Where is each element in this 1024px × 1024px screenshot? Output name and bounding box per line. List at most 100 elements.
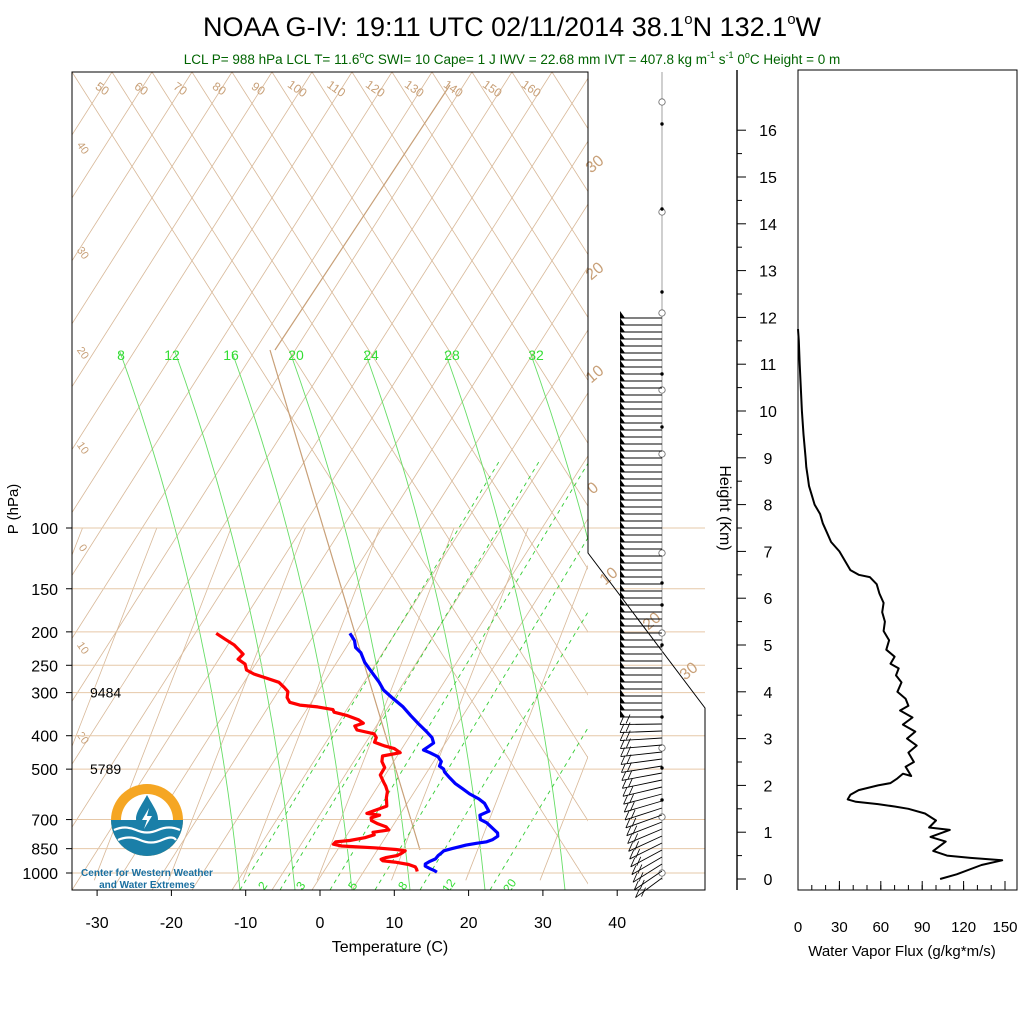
wind-barb-pennant [620,591,625,598]
dry-adiabat-label: 120 [363,77,388,100]
isotherm-label: 40 [74,140,91,157]
wind-barb-shaft [627,828,663,844]
skewt-background-lines: 50 60 70 80 90 100 110 120 130 140 150 160403020100… [72,72,1024,893]
isotherm-line [168,527,306,881]
wind-barb-pennant [620,444,625,451]
calm-wind-circle [658,450,666,458]
dry-adiabat-line [271,392,588,890]
wind-barb-feather [620,755,626,765]
logo-bolt-icon [142,808,152,829]
wind-barb-pennant [620,654,625,661]
dry-adiabat-line [72,72,193,262]
wind-barb-pennant [620,647,625,654]
dry-adiabat-label: 160 [519,77,544,100]
flux-tick-label: 0 [794,919,802,936]
wind-barb-pennant [620,514,625,521]
wind-barb-feather [627,834,633,844]
wind-barb-pennant [620,360,625,367]
wind-barb-feather [619,723,625,733]
wind-barb-feather [626,746,632,756]
height-tick-label: 1 [764,825,773,842]
dry-adiabat-label: 50 [93,79,112,98]
x-tick-label: -10 [234,915,257,932]
moist-adiabat-label: 30 [677,659,702,684]
wind-barb-feather [629,794,634,804]
wind-barb-shaft [620,751,663,757]
x-tick-label: 20 [460,915,478,932]
skewt-border [71,71,706,891]
wind-barb-feather [632,873,638,883]
mixing-ratio-top-label: 24 [363,347,379,363]
wind-barb-pennant [620,535,625,542]
wind-barb-pennant [620,437,625,444]
x-tick-label: -20 [160,915,183,932]
mixing-ratio-bottom-label: 3 [293,879,308,893]
mixing-ratio-line [239,459,501,890]
flux-tick-label: 90 [914,919,931,936]
dry-adiabat-line [151,203,588,890]
dry-adiabat-line [72,72,233,325]
wind-barb-pennant [620,661,625,668]
isotherm-label: 10 [74,640,91,657]
calm-wind-circle [658,309,666,317]
dry-adiabat-line [391,72,588,382]
x-tick-label: 10 [385,915,403,932]
wind-barb-pennant [620,542,625,549]
moist-adiabat-label: 20 [583,259,608,284]
wind-barb-pennant [620,577,625,584]
wind-barb-pennant [620,696,625,703]
wind-barb-shaft [621,772,663,781]
calm-wind-circle [658,549,666,557]
isotherm-line [316,527,455,881]
wind-barb-pennant [620,325,625,332]
moist-adiabat-line [174,351,296,890]
wind-barb-feather [621,771,627,781]
isotherm-line [465,564,588,881]
isotherm-line [539,755,588,881]
mixing-ratio-top-label: 12 [164,347,180,363]
logo-water-band [111,820,183,856]
mixing-ratio-line [374,536,588,890]
wind-barb-pennant [620,640,625,647]
wind-barb-shaft [626,821,663,837]
wind-barb-pennant [620,619,625,626]
isotherm-line [614,528,751,880]
height-tick-label: 11 [760,357,777,374]
wind-barb-pennant [620,710,625,717]
wind-barb-feather [629,849,635,860]
isotherm-label: 0 [76,542,89,554]
wind-barb-feather [632,825,638,835]
moist-adiabat-label: 10 [583,362,608,387]
wind-barb-pennant [620,493,625,500]
mixing-ratio-top-label: 28 [444,347,460,363]
wind-station-dot [660,425,664,429]
wind-barb-pennant [620,472,625,479]
dry-adiabat-label: 150 [480,77,505,100]
wind-barb-pennant [620,507,625,514]
wind-barb-pennant [620,367,625,374]
wind-barb-pennant [620,416,625,423]
wind-barb-feather [627,762,632,772]
logo-text-line1: Center for Western Weather [81,868,213,879]
wind-barb-pennant [620,633,625,640]
height-tick-label: 3 [764,732,773,749]
dry-adiabat-line [351,72,588,444]
dry-adiabat-line [632,72,1024,890]
wind-barb-pennant [620,682,625,689]
wind-station-dot [660,290,664,294]
geopotential-height-label: 9484 [90,685,121,701]
wind-station-dot [660,207,664,211]
wind-barb-pennant [620,703,625,710]
wind-barb-shaft [628,835,663,852]
y-tick-label: 200 [31,625,58,642]
wind-barb-pennant [620,353,625,360]
wind-barb-feather [625,818,631,828]
mixing-ratio-bottom-label: 2 [255,879,270,893]
wind-barb-shaft [635,877,663,898]
wind-barb-feather [629,801,635,812]
wind-barb-pennant [620,668,625,675]
mixing-ratio-bottom-label: 8 [395,879,410,893]
y-tick-label: 1000 [22,866,58,883]
wind-barb-feather [631,865,637,875]
wind-barb-pennant [620,388,625,395]
